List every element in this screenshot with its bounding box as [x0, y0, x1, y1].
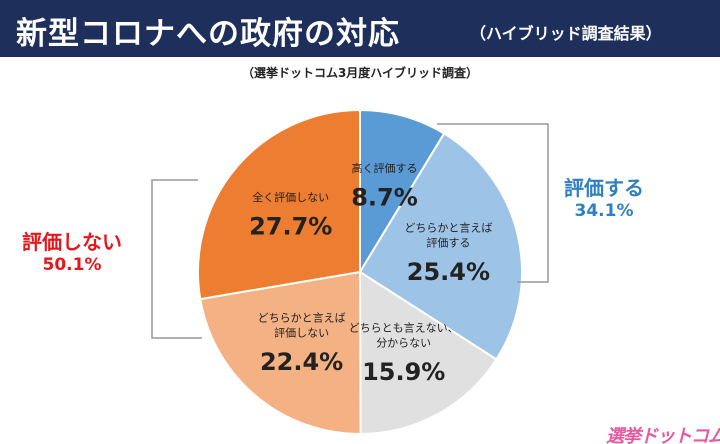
- page-title: 新型コロナへの政府の対応: [16, 16, 400, 52]
- slice-value: 25.4%: [407, 258, 490, 286]
- site-logo: 選挙ドットコム: [606, 426, 720, 444]
- bracket-positive: [437, 123, 549, 283]
- group-negative-value: 50.1%: [42, 255, 102, 275]
- slice-label: 全く評価しない: [252, 190, 329, 204]
- pie-slice: [358, 270, 498, 436]
- page-subtitle: （ハイブリッド調査結果）: [470, 24, 662, 43]
- slice-label: 高く評価する: [352, 161, 418, 175]
- slice-label: どちらかと言えば: [404, 222, 492, 235]
- slice-label: どちらとも言えない、: [349, 322, 459, 335]
- title-bar: 新型コロナへの政府の対応 （ハイブリッド調査結果）: [0, 0, 720, 57]
- group-negative-name: 評価しない: [22, 230, 122, 254]
- pie-slice: [197, 108, 361, 301]
- slice-value: 22.4%: [260, 348, 343, 376]
- slice-label: 評価する: [426, 236, 470, 250]
- group-brackets: [151, 123, 549, 339]
- slice-label: どちらかと言えば: [258, 311, 346, 324]
- slice-value: 15.9%: [362, 358, 445, 386]
- group-label-positive: 評価する 34.1%: [558, 172, 650, 221]
- group-label-negative: 評価しない 50.1%: [14, 226, 130, 275]
- group-positive-value: 34.1%: [574, 201, 634, 221]
- slice-value: 8.7%: [351, 184, 418, 212]
- pie-slice: [358, 132, 523, 361]
- slice-value: 27.7%: [249, 212, 332, 240]
- slice-label: 分からない: [376, 337, 431, 350]
- slice-labels: 高く評価する8.7%どちらかと言えば評価する25.4%どちらとも言えない、分から…: [249, 161, 492, 386]
- slice-label: 評価しない: [274, 325, 329, 339]
- group-positive-name: 評価する: [564, 176, 644, 200]
- pie-slice: [199, 270, 362, 436]
- pie-slice: [359, 108, 446, 276]
- pie-slices: [197, 108, 523, 436]
- source-note: （選挙ドットコム3月度ハイブリッド調査）: [241, 66, 479, 80]
- bracket-negative: [151, 179, 202, 339]
